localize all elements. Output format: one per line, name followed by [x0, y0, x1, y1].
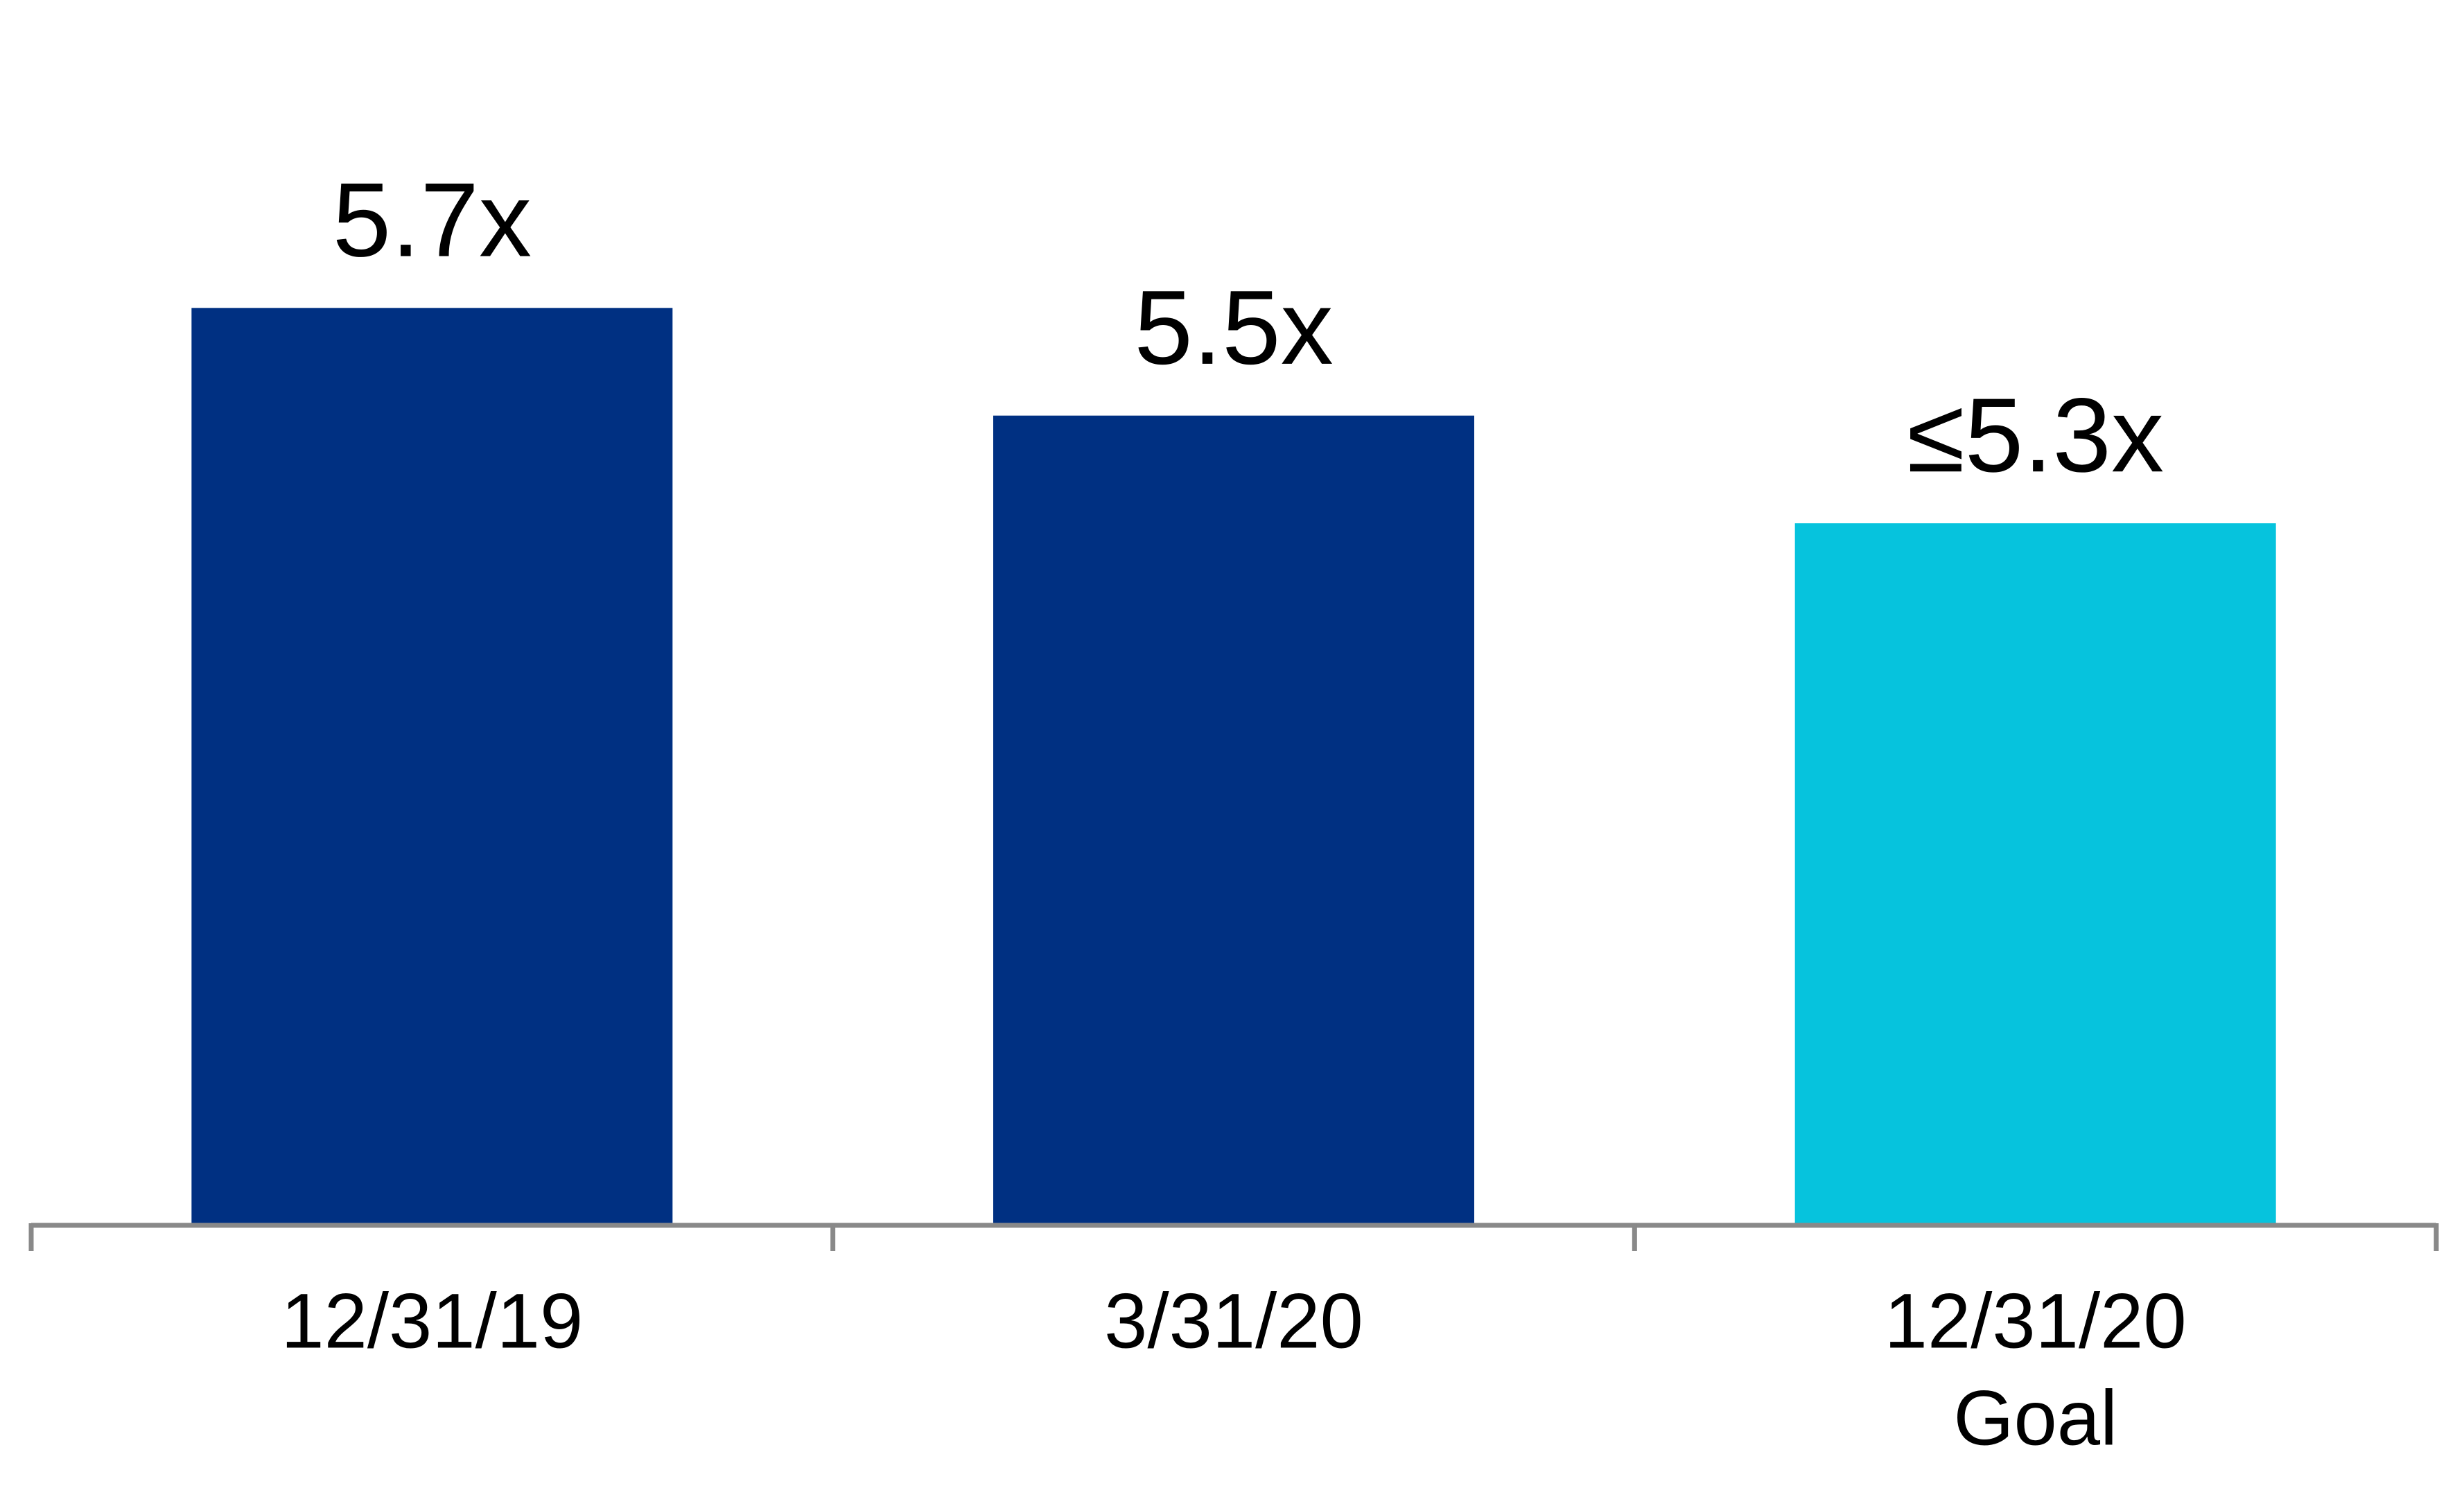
x-tick-label: 3/31/20 [1104, 1278, 1363, 1365]
x-tick-label: 12/31/20 [1885, 1278, 2187, 1365]
bar [191, 308, 673, 1224]
value-label: ≤5.3x [1907, 376, 2164, 494]
value-label: 5.5x [1134, 269, 1333, 387]
x-tick-label: Goal [1953, 1375, 2117, 1462]
bar [993, 415, 1474, 1223]
value-label: 5.7x [333, 161, 532, 279]
bar [1794, 523, 2276, 1223]
x-tick-label: 12/31/19 [281, 1278, 583, 1365]
